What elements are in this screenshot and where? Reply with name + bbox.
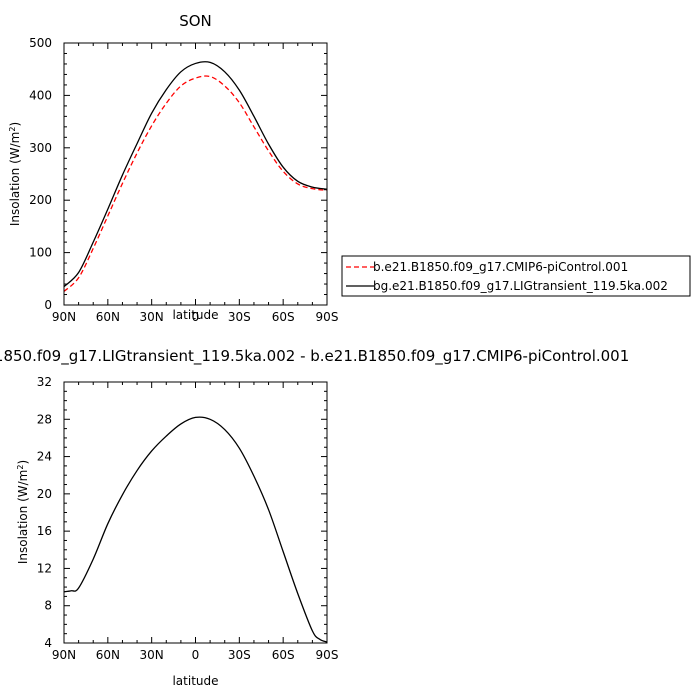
top-y-axis-label: Insolation (W/m2) xyxy=(8,122,23,226)
bottom-x-tick-label: 60N xyxy=(96,648,120,662)
bottom-y-tick-label: 24 xyxy=(37,450,52,464)
bottom-x-axis-label: latitude xyxy=(172,674,218,688)
panel-bottom: bg.e21.B1850.f09_g17.LIGtransient_119.5k… xyxy=(0,347,629,688)
bottom-plot-frame xyxy=(63,381,328,644)
top-x-tick-label: 30N xyxy=(140,310,164,324)
top-x-tick-label: 90N xyxy=(52,310,76,324)
bottom-x-tick-label: 30S xyxy=(228,648,251,662)
top-y-tick-label: 400 xyxy=(29,88,52,102)
bottom-chart-title: bg.e21.B1850.f09_g17.LIGtransient_119.5k… xyxy=(0,347,629,366)
top-x-tick-label: 0 xyxy=(192,310,200,324)
bottom-x-tick-label: 90S xyxy=(316,648,339,662)
top-series-line-1 xyxy=(63,61,328,288)
bottom-x-tick-label: 0 xyxy=(192,648,200,662)
bottom-series-line-0 xyxy=(63,416,328,643)
top-series-line-0 xyxy=(63,75,328,292)
bottom-x-tick-label: 30N xyxy=(140,648,164,662)
bottom-y-tick-label: 20 xyxy=(37,487,52,501)
top-y-tick-label: 500 xyxy=(29,36,52,50)
legend-label-ligtransient: bg.e21.B1850.f09_g17.LIGtransient_119.5k… xyxy=(373,279,668,293)
top-plot-frame xyxy=(63,42,328,306)
top-y-tick-label: 200 xyxy=(29,193,52,207)
bottom-y-tick-label: 16 xyxy=(37,524,52,538)
panel-top: SON 90N 60N 30N 0 30S 60S 90S0100200300400500 … xyxy=(8,12,339,324)
top-x-tick-label: 30S xyxy=(228,310,251,324)
bottom-y-tick-label: 32 xyxy=(37,375,52,389)
top-chart-title: SON xyxy=(179,12,212,30)
bottom-y-tick-label: 4 xyxy=(44,636,52,650)
top-y-tick-label: 100 xyxy=(29,246,52,260)
top-x-axis-label: latitude xyxy=(172,308,218,322)
top-x-tick-label: 60N xyxy=(96,310,120,324)
bottom-y-tick-label: 12 xyxy=(37,561,52,575)
bottom-y-tick-label: 28 xyxy=(37,412,52,426)
bottom-y-axis-label: Insolation (W/m2) xyxy=(16,460,31,564)
bottom-y-tick-label: 8 xyxy=(44,599,52,613)
top-x-tick-label: 60S xyxy=(272,310,295,324)
legend: b.e21.B1850.f09_g17.CMIP6-piControl.001 … xyxy=(341,255,691,297)
top-y-tick-label: 0 xyxy=(44,298,52,312)
bottom-x-tick-label: 90N xyxy=(52,648,76,662)
legend-label-picontrol: b.e21.B1850.f09_g17.CMIP6-piControl.001 xyxy=(373,260,628,274)
legend-box xyxy=(341,255,691,297)
top-x-tick-label: 90S xyxy=(316,310,339,324)
top-series xyxy=(63,61,328,292)
top-ticks: 90N 60N 30N 0 30S 60S 90S 0 100 200 300 400 500 xyxy=(29,36,338,324)
top-y-tick-label: 300 xyxy=(29,141,52,155)
bottom-x-tick-label: 60S xyxy=(272,648,295,662)
bottom-ticks: 90N 60N 30N 0 30S 60S 90S 4 8 12 16 20 24 28 32 xyxy=(37,375,339,662)
bottom-series xyxy=(63,416,328,643)
